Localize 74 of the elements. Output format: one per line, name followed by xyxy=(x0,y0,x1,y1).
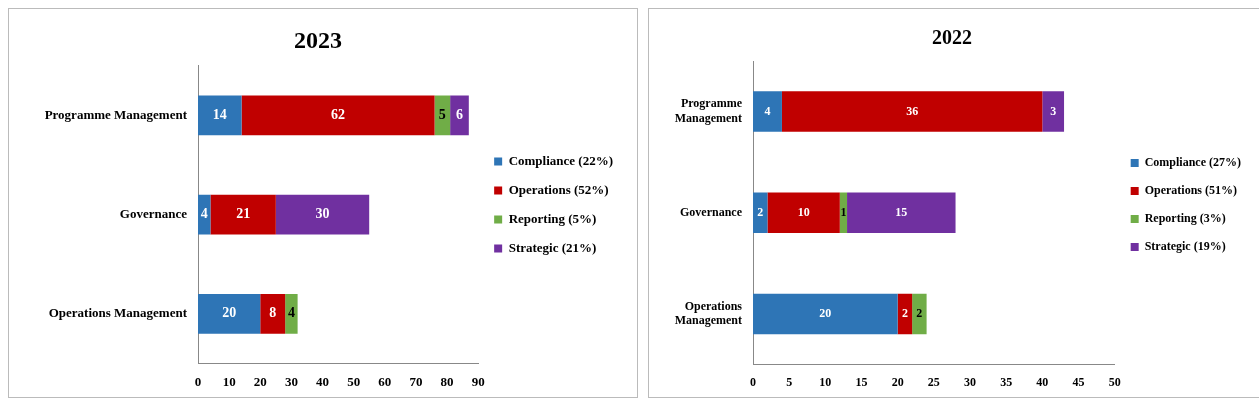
data-label: 6 xyxy=(455,107,463,123)
legend-label: Compliance (22%) xyxy=(508,152,614,168)
data-label: 8 xyxy=(269,305,277,321)
y-tick-label: Governance xyxy=(119,205,188,221)
data-label: 14 xyxy=(212,107,227,123)
x-tick-label: 70 xyxy=(409,373,423,389)
bar xyxy=(198,293,261,334)
data-label: 10 xyxy=(797,204,810,219)
bar xyxy=(1042,91,1065,132)
data-label: 2 xyxy=(757,204,764,219)
bar xyxy=(753,192,768,234)
data-label: 5 xyxy=(438,107,446,123)
x-tick-label: 60 xyxy=(378,373,392,389)
chart-title: 2022 xyxy=(932,26,972,49)
x-tick-label: 30 xyxy=(284,373,298,389)
data-label: 2 xyxy=(901,306,908,321)
bar xyxy=(753,91,782,132)
x-tick-label: 35 xyxy=(1000,374,1013,389)
data-label: 20 xyxy=(222,305,237,321)
data-label: 36 xyxy=(906,103,919,118)
data-label: 2 xyxy=(916,306,923,321)
data-label: 62 xyxy=(331,107,346,123)
data-label: 30 xyxy=(315,206,330,222)
x-tick-label: 90 xyxy=(471,373,485,389)
chart-title: 2023 xyxy=(294,26,342,53)
x-tick-label: 20 xyxy=(891,374,904,389)
x-tick-label: 15 xyxy=(855,374,868,389)
legend-label: Operations (52%) xyxy=(508,181,609,197)
data-label: 20 xyxy=(819,306,832,321)
legend-label: Reporting (5%) xyxy=(508,210,597,226)
x-tick-label: 25 xyxy=(927,374,940,389)
y-tick-label: Operations Management xyxy=(674,298,743,328)
legend-label: Reporting (3%) xyxy=(1144,211,1226,226)
legend-label: Compliance (27%) xyxy=(1144,155,1242,170)
data-label: 4 xyxy=(287,305,295,321)
data-label: 3 xyxy=(1050,103,1057,118)
x-tick-label: 5 xyxy=(786,374,793,389)
x-tick-label: 50 xyxy=(1108,374,1121,389)
data-label: 21 xyxy=(236,206,251,222)
data-label: 4 xyxy=(764,103,771,118)
legend-label: Operations (51%) xyxy=(1144,183,1238,198)
x-tick-label: 10 xyxy=(222,373,236,389)
legend-label: Strategic (21%) xyxy=(508,239,597,255)
bar xyxy=(897,293,913,335)
bar xyxy=(912,293,927,335)
x-tick-label: 30 xyxy=(964,374,977,389)
bar xyxy=(260,293,286,334)
bar xyxy=(198,95,242,136)
y-tick-label: Programme Management xyxy=(674,96,743,125)
bar xyxy=(241,95,435,136)
data-label: 15 xyxy=(895,204,908,219)
x-tick-label: 10 xyxy=(819,374,832,389)
y-tick-label: Programme Management xyxy=(44,106,188,122)
x-tick-label: 80 xyxy=(440,373,454,389)
x-tick-label: 50 xyxy=(347,373,361,389)
x-tick-label: 45 xyxy=(1072,374,1085,389)
bar xyxy=(450,95,469,136)
x-tick-label: 20 xyxy=(253,373,267,389)
bar xyxy=(275,194,370,235)
x-tick-label: 0 xyxy=(750,374,756,389)
bar xyxy=(210,194,276,235)
bar xyxy=(285,293,298,334)
bar xyxy=(847,192,956,234)
bar xyxy=(767,192,840,234)
data-label: 1 xyxy=(840,204,847,219)
bar xyxy=(781,91,1043,132)
bar xyxy=(753,293,898,335)
x-tick-label: 40 xyxy=(316,373,330,389)
x-tick-label: 40 xyxy=(1036,374,1049,389)
y-tick-label: Governance xyxy=(680,204,743,219)
y-tick-label: Operations Management xyxy=(48,305,188,321)
data-label: 4 xyxy=(200,206,208,222)
legend-label: Strategic (19%) xyxy=(1144,239,1226,254)
x-tick-label: 0 xyxy=(194,373,202,389)
